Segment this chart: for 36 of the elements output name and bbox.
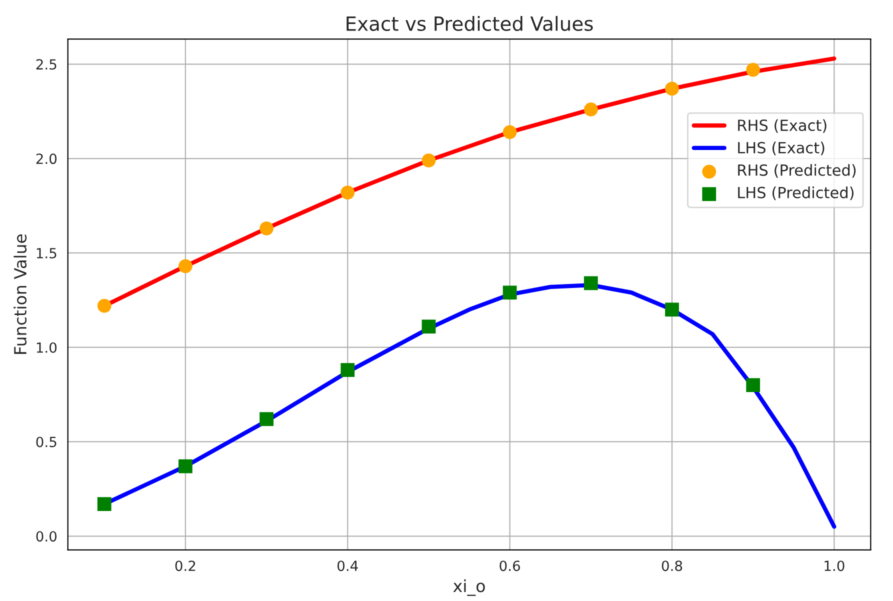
legend-label: RHS (Exact)	[738, 119, 826, 133]
point	[665, 302, 679, 317]
point	[178, 459, 192, 474]
legend-label: LHS (Exact)	[738, 142, 824, 156]
x-tick-label: 0.8	[662, 560, 682, 572]
point	[665, 82, 679, 96]
point	[340, 363, 355, 377]
point	[584, 276, 598, 290]
y-tick-label: 2.0	[36, 154, 57, 164]
x-axis-title: xi_o	[453, 579, 485, 596]
point	[97, 298, 112, 313]
point	[422, 320, 436, 334]
point	[746, 378, 760, 392]
point	[502, 286, 517, 300]
point	[746, 62, 760, 77]
legend-label: LHS (Predicted)	[738, 186, 854, 200]
y-tick-label: 1.5	[36, 248, 56, 258]
chart-title: Exact vs Predicted Values	[346, 16, 593, 32]
x-tick-label: 1.0	[824, 560, 844, 572]
x-tick-label: 0.6	[500, 560, 520, 572]
point	[178, 259, 192, 274]
y-tick-label: 1.0	[36, 342, 57, 353]
x-tick-label: 0.2	[175, 560, 196, 572]
point	[97, 497, 112, 511]
point	[340, 186, 355, 200]
y-tick-label: 0.5	[36, 436, 56, 448]
point	[260, 412, 274, 426]
y-axis-title: Function Value	[14, 234, 27, 354]
y-tick-label: 0.0	[36, 531, 57, 542]
point	[584, 102, 598, 116]
y-tick-label: 2.5	[36, 59, 56, 70]
point	[422, 154, 436, 168]
x-tick-label: 0.4	[338, 560, 358, 572]
point	[260, 221, 274, 236]
legend-label: RHS (Predicted)	[738, 164, 856, 178]
point	[502, 125, 517, 140]
